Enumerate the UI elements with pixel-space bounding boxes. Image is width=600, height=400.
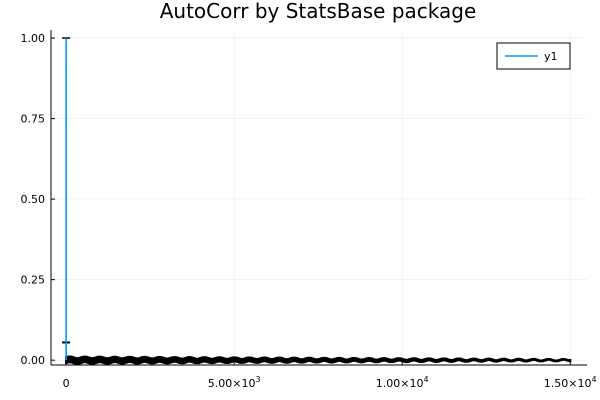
legend: y1: [496, 42, 571, 70]
x-tick-exponent-1: 3: [255, 375, 260, 384]
y-axis-ticks: 0.00 0.25 0.50 0.75 1.00: [21, 32, 55, 367]
y-tick-label-1: 0.25: [21, 274, 46, 287]
x-tick-label-3: 1.50×104: [544, 375, 597, 390]
x-tick-label-1: 5.00×103: [208, 375, 261, 390]
chart-title: AutoCorr by StatsBase package: [160, 0, 477, 23]
grid-lines: [51, 30, 587, 365]
y-tick-label-2: 0.50: [21, 193, 46, 206]
y-tick-label-4: 1.00: [21, 32, 46, 45]
x-tick-label-0: 0: [63, 377, 70, 390]
x-tick-exponent-3: 4: [592, 375, 597, 384]
y-tick-label-3: 0.75: [21, 113, 46, 126]
axes: [50, 30, 587, 366]
x-tick-label-2: 1.00×104: [376, 375, 429, 390]
y-tick-label-0: 0.00: [21, 354, 46, 367]
legend-label-y1: y1: [544, 50, 558, 63]
x-tick-exponent-2: 4: [423, 375, 428, 384]
x-axis-ticks: 0 5.00×103 1.00×104 1.50×104: [63, 361, 597, 390]
